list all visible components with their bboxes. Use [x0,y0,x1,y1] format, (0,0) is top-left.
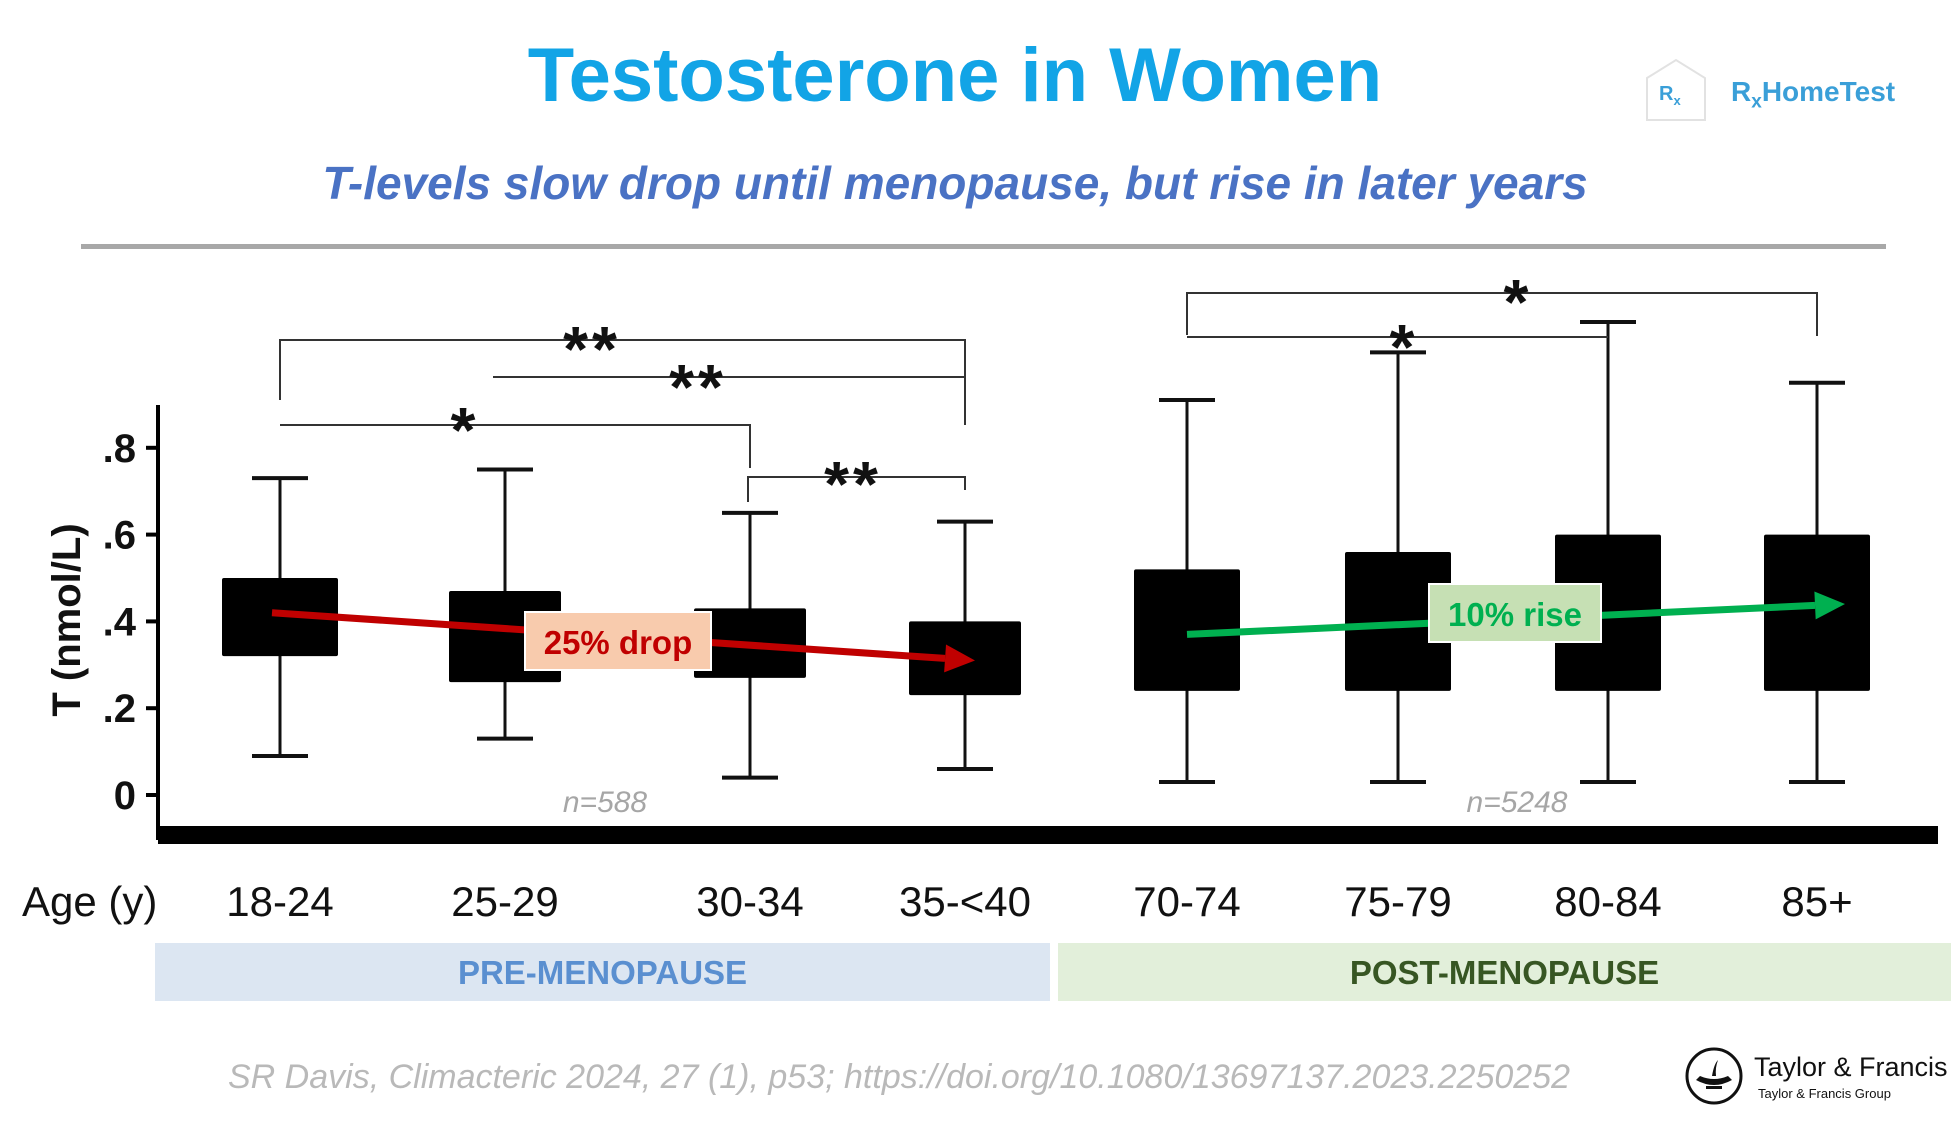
logo-badge-main: R [1659,83,1674,105]
y-axis-label: T (nmol/L) [45,523,89,716]
x-tick-label: 80-84 [1554,878,1661,925]
y-tick-label: .8 [103,427,136,471]
significance-label: ** [669,351,727,423]
x-tick-label: 18-24 [226,878,333,925]
group-band-label: POST-MENOPAUSE [1350,954,1659,991]
page-subtitle: T-levels slow drop until menopause, but … [322,157,1588,209]
x-tick-label: 70-74 [1133,878,1240,925]
taylor-francis-logo: Taylor & Francis Taylor & Francis Group [1682,1042,1948,1112]
lamp-icon [1685,1047,1743,1105]
box [222,578,338,657]
x-tick-label: 85+ [1781,878,1852,925]
group-band-label: PRE-MENOPAUSE [458,954,747,991]
x-tick-label: 25-29 [451,878,558,925]
y-tick-label: .2 [103,687,136,731]
y-tick-label: .4 [103,600,137,644]
significance-label: * [1504,266,1533,338]
x-tick-label: 30-34 [696,878,803,925]
trend-label: 25% drop [544,624,693,661]
logo-text-main: R [1731,76,1752,107]
sample-size-label: n=588 [563,786,648,819]
trend-label: 10% rise [1448,596,1582,633]
logo-badge-sub: x [1673,93,1681,108]
y-tick-label: 0 [114,774,136,818]
x-tick-label: 35-<40 [899,878,1031,925]
publisher-group: Taylor & Francis Group [1758,1086,1891,1101]
logo-text-sub: x [1751,91,1762,113]
rxhometest-logo: Rx RxHomeTest [1643,58,1908,130]
publisher-name: Taylor & Francis [1754,1052,1948,1082]
trend-arrow-head [1814,591,1845,620]
logo-wordmark: RxHomeTest [1731,76,1895,114]
significance-label: * [1390,311,1419,383]
significance-label: ** [824,448,882,520]
trend-arrow-head [944,644,975,673]
significance-label: * [451,394,480,466]
x-axis-label: Age (y) [22,878,157,925]
group-band [155,943,1050,1001]
page-title: Testosterone in Women [527,33,1383,118]
significance-bracket [1186,292,1818,336]
significance-bracket [493,376,966,425]
x-tick-label: 75-79 [1344,878,1451,925]
citation: SR Davis, Climacteric 2024, 27 (1), p53;… [228,1058,1570,1096]
logo-text-rest: HomeTest [1761,76,1896,107]
sample-size-label: n=5248 [1467,786,1568,819]
boxplot-chart: 0 .2 .4 .6 .8 T (nmol/L) Age (y) 18-24 25-29 30-3… [22,266,1951,1001]
svg-text:Rx: Rx [1659,83,1681,108]
significance-bracket [747,476,966,502]
box [1134,569,1240,691]
group-band [1058,943,1951,1001]
significance-bracket [279,339,966,405]
title-divider [81,244,1886,249]
significance-label: ** [563,313,621,385]
rx-house-icon: Rx [1646,58,1706,121]
y-tick-label: .6 [103,514,136,558]
trend-label-bg [524,611,712,671]
trend-label-bg [1428,583,1602,643]
significance-bracket [280,424,751,468]
